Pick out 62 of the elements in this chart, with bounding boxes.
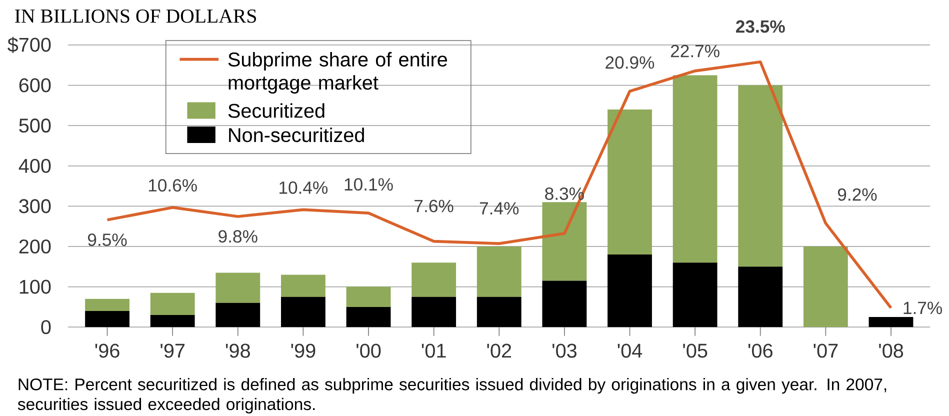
data-label: 9.2% [838,188,877,201]
data-label: 20.9% [606,56,654,69]
x-tick-label: '03 [552,344,576,358]
bar [150,315,195,328]
x-tick-label: '07 [814,344,838,358]
bar [738,85,783,267]
bar [542,202,587,281]
data-label: 23.5% [736,20,785,33]
bar [412,297,456,328]
data-label: 22.7% [670,45,720,58]
bar [476,297,522,328]
x-tick-label: '98 [226,344,250,358]
bar [280,274,326,298]
data-label: 10.1% [344,178,393,191]
data-label: 7.4% [480,202,519,215]
x-tick-label: '08 [879,344,904,358]
x-tick-label: '96 [95,344,120,358]
legend-label: Subprime share of entire mortgage market [228,52,448,94]
bar [216,303,260,328]
x-tick-label: '06 [748,344,772,358]
x-tick-label: '00 [356,344,381,358]
bar [608,254,652,328]
bar [150,293,195,316]
y-tick-label: 400 [18,159,51,174]
y-tick-label: 500 [19,118,51,133]
y-tick-label: 100 [20,280,51,294]
legend-label: Non-securitized [229,128,364,142]
y-tick-label: $700 [8,37,51,54]
bar [476,246,522,298]
data-label: 7.6% [414,200,454,212]
x-tick-label: '99 [291,344,316,358]
x-tick-label: '05 [683,344,708,358]
bar [672,262,718,328]
bar [608,110,652,255]
bar [85,299,130,312]
bar [85,311,130,328]
x-tick-label: '01 [422,344,446,358]
bar [346,286,391,308]
data-label: 1.7% [904,302,942,314]
bar [868,317,914,328]
data-label: 10.4% [280,182,328,194]
data-label: 9.5% [88,234,127,246]
legend-label: Securitized [228,103,324,118]
y-axis-title: IN BILLIONS OF DOLLARS [15,10,256,23]
y-tick-label: 300 [19,199,51,214]
bar [280,297,326,328]
bar [542,280,587,328]
x-tick-label: '97 [160,344,184,358]
text: NOTE: Percent securitized is defined as subprime securities issued divided by originations in a given year. In 2007, securities issued exceeded originations. [18,378,886,414]
y-tick-label: 600 [19,78,51,92]
y-tick-label: 200 [19,240,51,254]
bar [803,246,848,328]
bar [346,307,391,328]
x-tick-label: '04 [618,344,642,358]
data-label: 10.6% [148,179,197,192]
bar [738,266,783,328]
bar [216,272,260,304]
bar [412,262,456,298]
bar [672,75,718,263]
y-tick-label: 0 [41,320,51,334]
data-label: 9.8% [218,230,258,243]
x-tick-label: '02 [487,344,512,358]
